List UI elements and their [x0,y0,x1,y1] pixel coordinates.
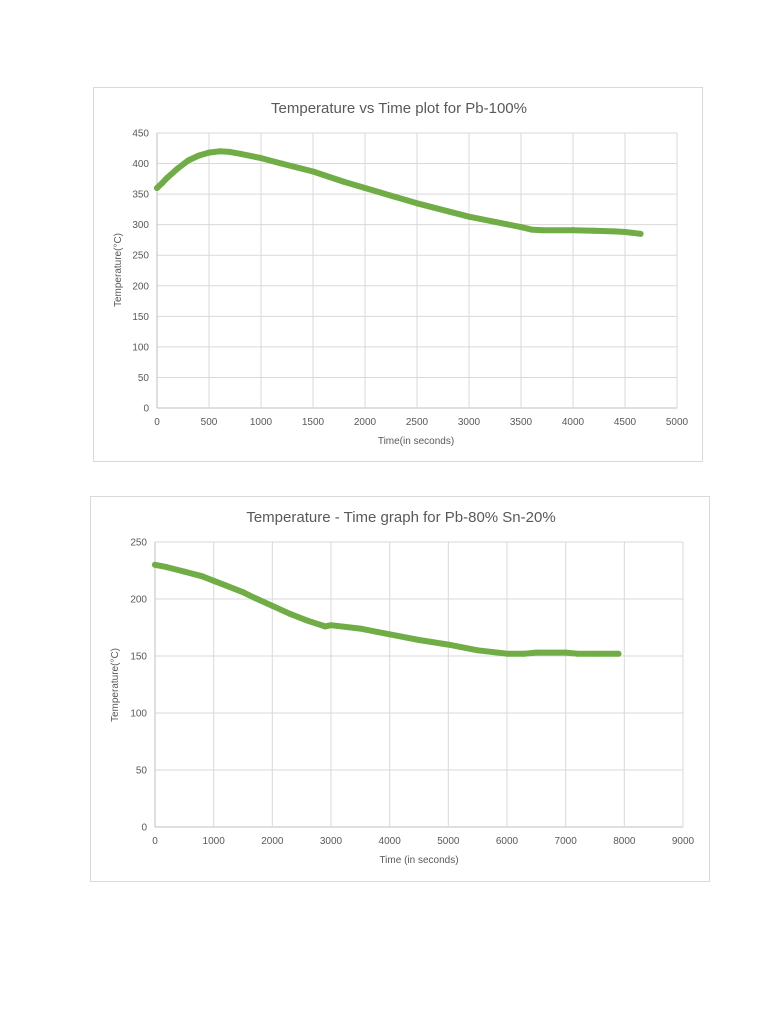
data-point [181,568,188,575]
data-point [258,155,264,162]
data-point [590,227,597,234]
data-point [328,622,334,629]
y-tick-label: 250 [132,251,149,262]
x-tick-label: 2000 [261,836,284,847]
chart-pb80-sn20-svg: 0 50 100 150 200 250 0 1000 2000 3000 4000 5000 6000… [110,509,695,866]
data-point [251,594,258,601]
data-point [474,647,481,654]
data-point [237,150,244,157]
data-point [466,213,472,220]
data-point [152,561,158,568]
data-point [195,152,202,159]
x-tick-label: 1000 [250,417,273,428]
x-tick-label: 0 [154,417,160,428]
data-point [310,168,316,175]
y-axis-label: Temperature(°C) [110,648,121,722]
data-point [304,617,311,624]
chart-pb80-sn20: 0 50 100 150 200 250 0 1000 2000 3000 4000 5000 6000… [90,496,710,882]
x-tick-label: 0 [152,836,158,847]
x-tick-label: 9000 [672,836,695,847]
y-tick-label: 50 [138,373,150,384]
data-point [357,625,364,632]
data-point [163,564,170,571]
data-point [206,149,212,156]
data-point [562,649,569,656]
x-tick-label: 500 [201,417,218,428]
data-point [414,200,420,207]
x-axis-label: Time (in seconds) [379,855,458,866]
data-point [416,637,422,644]
y-tick-label: 300 [132,220,149,231]
x-axis-label: Time(in seconds) [378,436,454,447]
y-tick-label: 450 [132,129,149,140]
data-point [538,227,545,234]
data-point [637,230,644,237]
data-point [362,185,368,191]
data-point [269,602,276,609]
data-point [286,610,293,617]
data-point [222,582,229,589]
y-tick-label: 150 [132,312,149,323]
data-point [159,180,166,187]
x-tick-label: 5000 [437,836,460,847]
x-tick-label: 1000 [203,836,226,847]
data-point [445,641,452,648]
data-point [278,160,285,167]
x-tick-label: 4000 [379,836,402,847]
data-point [374,629,381,636]
data-point [185,157,192,164]
y-tick-label: 50 [136,766,148,777]
chart-title: Temperature - Time graph for Pb-80% Sn-2… [246,509,555,526]
data-point [528,226,535,233]
data-point [570,227,576,234]
data-point [240,589,246,596]
y-tick-label: 100 [130,709,147,720]
data-point [174,165,181,172]
series-line [152,561,622,657]
y-tick-label: 0 [143,404,149,415]
y-axis-label: Temperature(°C) [113,233,124,307]
x-tick-label: 2500 [406,417,429,428]
y-tick-label: 150 [130,652,147,663]
y-tick-label: 200 [130,595,147,606]
data-point [386,631,393,638]
x-tick-label: 5000 [666,417,689,428]
data-point [164,174,171,181]
x-tick-label: 6000 [496,836,519,847]
chart-pb-100: 0 50 100 150 200 250 300 350 400 450 0 500 1000 1500 2… [93,87,703,462]
data-point [622,229,628,235]
x-tick-label: 2000 [354,417,377,428]
x-tick-label: 3000 [458,417,481,428]
data-point [322,623,329,630]
x-tick-label: 1500 [302,417,325,428]
y-tick-label: 200 [132,281,149,292]
y-tick-label: 400 [132,159,149,170]
y-tick-label: 100 [132,342,149,353]
data-point [216,148,223,155]
x-tick-label: 8000 [613,836,636,847]
data-point [574,650,581,657]
data-point [154,185,160,191]
data-point [611,228,618,235]
y-tick-label: 350 [132,190,149,201]
x-tick-label: 4500 [614,417,637,428]
data-point [198,573,205,580]
data-point [210,577,217,584]
x-tick-label: 3000 [320,836,343,847]
data-point [504,650,510,657]
x-tick-label: 3500 [510,417,533,428]
data-point [226,148,233,155]
data-point [518,224,524,231]
x-tick-label: 4000 [562,417,585,428]
chart-title: Temperature vs Time plot for Pb-100% [271,100,527,117]
data-point [341,178,348,185]
data-point [615,650,622,657]
data-point [521,650,528,657]
y-tick-label: 0 [141,823,147,834]
data-point [592,650,598,657]
x-tick-label: 7000 [555,836,578,847]
y-tick-label: 250 [130,538,147,549]
data-point [533,649,540,656]
